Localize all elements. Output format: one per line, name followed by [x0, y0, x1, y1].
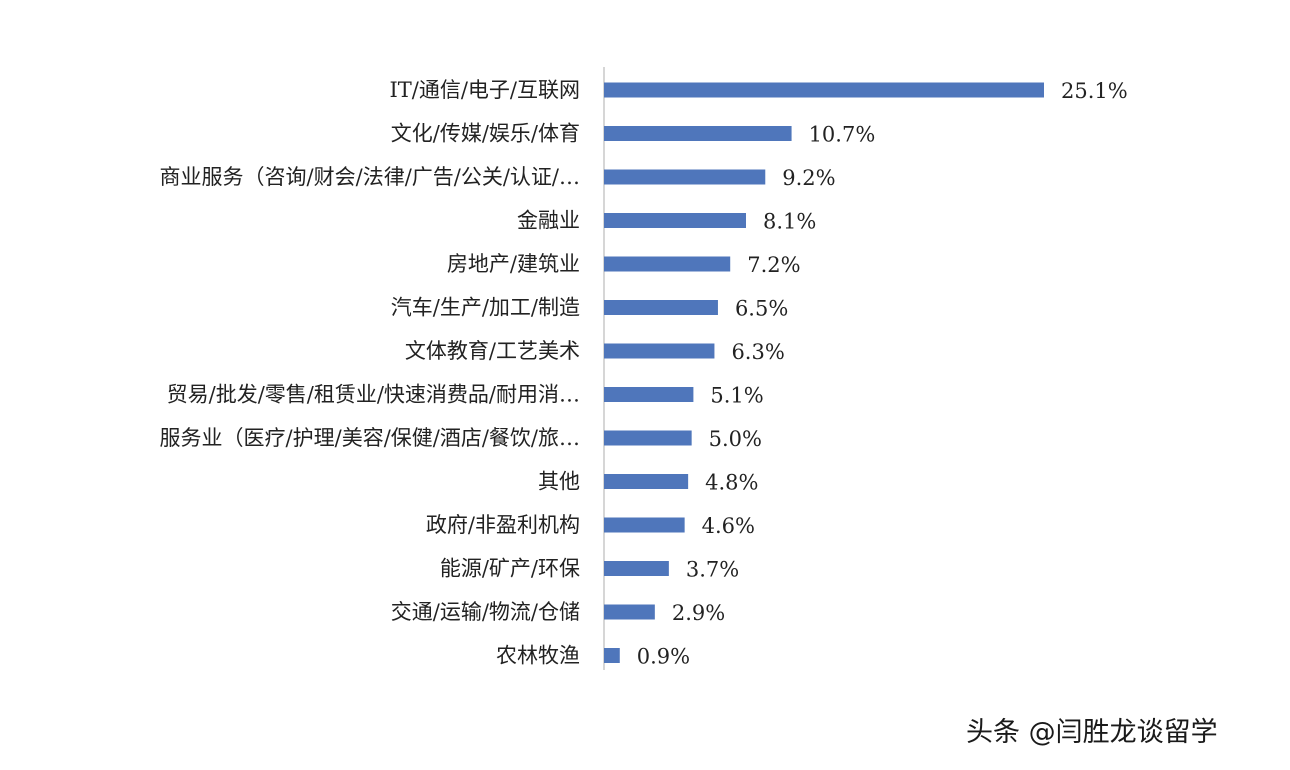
category-label: 金融业: [517, 209, 580, 233]
value-label: 8.1%: [763, 210, 816, 234]
bar: [604, 82, 1044, 98]
bar: [604, 561, 669, 576]
value-label: 2.9%: [672, 601, 725, 625]
category-label: 商业服务（咨询/财会/法律/广告/公关/认证/…: [160, 165, 580, 189]
value-label: 9.2%: [782, 166, 835, 190]
value-label: 6.3%: [731, 340, 784, 364]
bar: [604, 300, 718, 315]
category-label: 农林牧渔: [496, 644, 580, 668]
bar: [604, 213, 746, 228]
bar: [604, 474, 689, 489]
value-label: 7.2%: [747, 253, 800, 277]
category-label: 贸易/批发/零售/租赁业/快速消费品/耐用消…: [167, 383, 580, 407]
category-label: 文化/传媒/娱乐/体育: [391, 122, 580, 146]
category-label: 房地产/建筑业: [447, 252, 580, 276]
category-label: 文体教育/工艺美术: [405, 339, 580, 363]
category-label: 交通/运输/物流/仓储: [391, 600, 580, 624]
bar: [604, 343, 715, 359]
bar: [604, 387, 694, 402]
bar: [604, 430, 692, 446]
bar: [604, 169, 766, 185]
value-label: 4.8%: [705, 471, 758, 495]
value-label: 25.1%: [1061, 79, 1128, 103]
bar: [604, 604, 655, 620]
value-label: 5.0%: [709, 427, 762, 451]
value-label: 6.5%: [735, 297, 788, 321]
bar: [604, 517, 685, 533]
value-label: 3.7%: [686, 558, 739, 582]
bar: [604, 648, 620, 663]
watermark: 头条 @闫胜龙谈留学: [966, 717, 1218, 748]
category-label: 政府/非盈利机构: [426, 513, 580, 537]
category-label: 能源/矿产/环保: [440, 557, 580, 581]
value-label: 5.1%: [710, 384, 763, 408]
bar: [604, 126, 792, 141]
value-label: 10.7%: [809, 123, 876, 147]
bars-group: IT/通信/电子/互联网 25.1% 文化/传媒/娱乐/体育 10.7% 商业服务（咨询…: [160, 78, 1128, 669]
category-label: 服务业（医疗/护理/美容/保健/酒店/餐饮/旅…: [160, 426, 580, 450]
bar: [604, 256, 731, 272]
value-label: 4.6%: [702, 514, 755, 538]
category-label: 其他: [538, 470, 580, 494]
value-label: 0.9%: [637, 645, 690, 669]
category-label: IT/通信/电子/互联网: [389, 78, 580, 102]
category-label: 汽车/生产/加工/制造: [391, 296, 580, 320]
